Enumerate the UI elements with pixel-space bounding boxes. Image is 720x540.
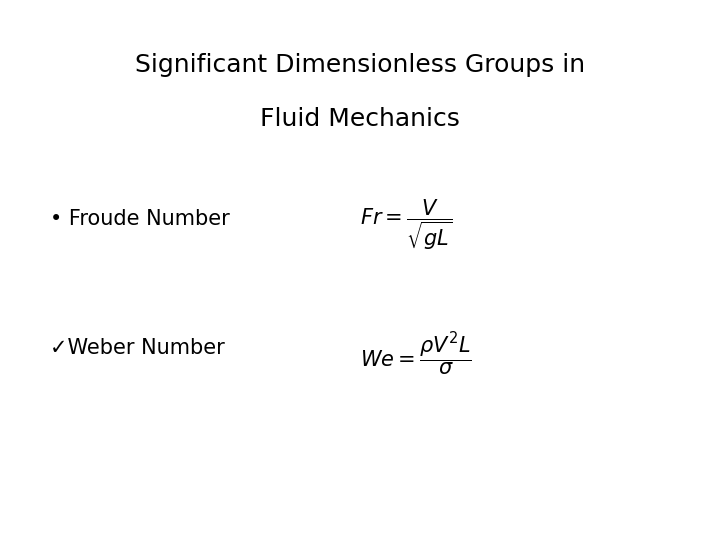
Text: ✓Weber Number: ✓Weber Number bbox=[50, 338, 225, 359]
Text: $We = \dfrac{\rho V^2 L}{\sigma}$: $We = \dfrac{\rho V^2 L}{\sigma}$ bbox=[360, 330, 472, 377]
Text: Significant Dimensionless Groups in: Significant Dimensionless Groups in bbox=[135, 53, 585, 77]
Text: • Froude Number: • Froude Number bbox=[50, 208, 230, 229]
Text: $Fr = \dfrac{V}{\sqrt{gL}}$: $Fr = \dfrac{V}{\sqrt{gL}}$ bbox=[360, 197, 453, 252]
Text: Fluid Mechanics: Fluid Mechanics bbox=[260, 107, 460, 131]
